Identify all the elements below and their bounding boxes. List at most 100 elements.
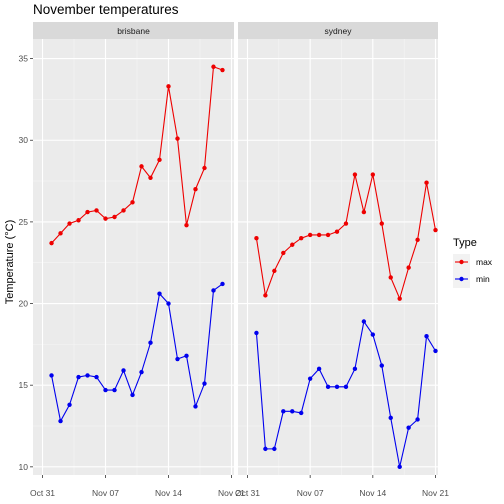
data-point-min (397, 464, 402, 470)
data-point-min (379, 363, 384, 368)
data-point-min (139, 369, 144, 375)
data-point-min (299, 410, 304, 416)
data-point-min (184, 353, 189, 358)
data-point-min (254, 330, 259, 336)
data-point-max (130, 200, 135, 205)
data-point-max (148, 175, 153, 181)
data-point-max (424, 180, 429, 185)
data-point-min (193, 404, 198, 409)
chart-title: November temperatures (33, 2, 179, 17)
data-point-max (112, 214, 117, 220)
data-point-max (325, 232, 331, 238)
x-tick-label: Nov 07 (92, 488, 119, 498)
data-point-max (85, 209, 90, 215)
data-point-min (352, 366, 358, 372)
data-point-max (316, 232, 322, 238)
y-tick-label: 15 (19, 380, 29, 390)
data-point-min (85, 373, 90, 378)
data-point-max (343, 221, 349, 226)
y-tick-label: 20 (19, 299, 29, 309)
data-point-min (211, 288, 216, 293)
x-tick-label: Nov 07 (297, 488, 324, 498)
legend-key-point (459, 259, 464, 265)
data-point-max (211, 64, 216, 69)
facet-label: sydney (325, 26, 353, 36)
data-point-min (76, 374, 81, 380)
data-point-max (166, 84, 171, 89)
data-point-max (433, 227, 438, 233)
y-tick-label: 35 (19, 54, 29, 64)
data-point-max (94, 208, 99, 213)
data-point-max (388, 275, 393, 280)
data-point-min (388, 415, 393, 421)
data-point-max (49, 240, 54, 246)
data-point-min (325, 384, 331, 390)
x-tick-label: Nov 21 (218, 488, 245, 498)
data-point-max (281, 250, 286, 256)
data-point-max (299, 236, 304, 241)
data-point-max (202, 165, 207, 171)
data-point-max (76, 218, 81, 223)
y-tick-label: 10 (19, 462, 29, 472)
data-point-max (415, 237, 420, 243)
data-point-max (352, 172, 358, 177)
data-point-max (157, 157, 162, 163)
data-point-max (220, 67, 225, 73)
data-point-max (58, 231, 63, 236)
data-point-min (334, 384, 340, 390)
data-point-min (166, 301, 171, 306)
data-point-min (103, 387, 108, 393)
x-tick-label: Nov 14 (155, 488, 182, 498)
data-point-max (193, 187, 198, 192)
data-point-min (121, 368, 126, 373)
data-point-min (94, 374, 99, 380)
x-tick-label: Nov 14 (359, 488, 386, 498)
data-point-max (263, 293, 268, 298)
facet-strip (238, 22, 438, 39)
data-point-min (406, 425, 411, 430)
data-point-min (316, 366, 322, 372)
data-point-max (121, 208, 126, 213)
legend-item-max: max (453, 254, 493, 271)
legend-title: Type (453, 237, 477, 249)
data-point-min (263, 446, 268, 452)
panel-background (33, 39, 234, 475)
data-point-min (49, 373, 54, 378)
data-point-min (130, 392, 135, 398)
data-point-max (290, 242, 295, 247)
data-point-min (148, 340, 153, 345)
panel-sydney: sydney Oct 31 Nov 07 Nov 14 Nov 21 (235, 22, 449, 498)
data-point-min (202, 381, 207, 386)
data-point-min (424, 333, 429, 339)
panel-background (238, 39, 438, 475)
data-point-max (397, 296, 402, 301)
x-tick-label: Oct 31 (235, 488, 260, 498)
facet-label: brisbane (117, 26, 150, 36)
data-point-max (139, 164, 144, 169)
legend-item-min: min (453, 271, 490, 288)
facet-strip (33, 22, 234, 39)
data-point-max (334, 229, 340, 234)
data-point-min (307, 376, 313, 381)
data-point-min (433, 348, 438, 354)
data-point-max (370, 172, 376, 177)
data-point-max (361, 209, 367, 215)
data-point-min (220, 281, 225, 287)
data-point-min (281, 409, 286, 414)
data-point-min (272, 446, 277, 452)
data-point-max (103, 216, 108, 221)
data-point-min (361, 319, 367, 324)
legend-label: min (476, 274, 490, 284)
data-point-min (67, 402, 72, 407)
legend-label: max (476, 257, 493, 267)
facet-panels: brisbane Oct 31 Nov 07 Nov 14 Nov 21 10 15 20 25… (19, 22, 449, 498)
data-point-max (175, 136, 180, 141)
data-point-min (370, 332, 376, 337)
data-point-min (175, 356, 180, 362)
data-point-min (157, 291, 162, 296)
data-point-min (343, 384, 349, 390)
x-tick-label: Nov 21 (422, 488, 449, 498)
x-tick-label: Oct 31 (30, 488, 55, 498)
data-point-min (290, 409, 295, 414)
